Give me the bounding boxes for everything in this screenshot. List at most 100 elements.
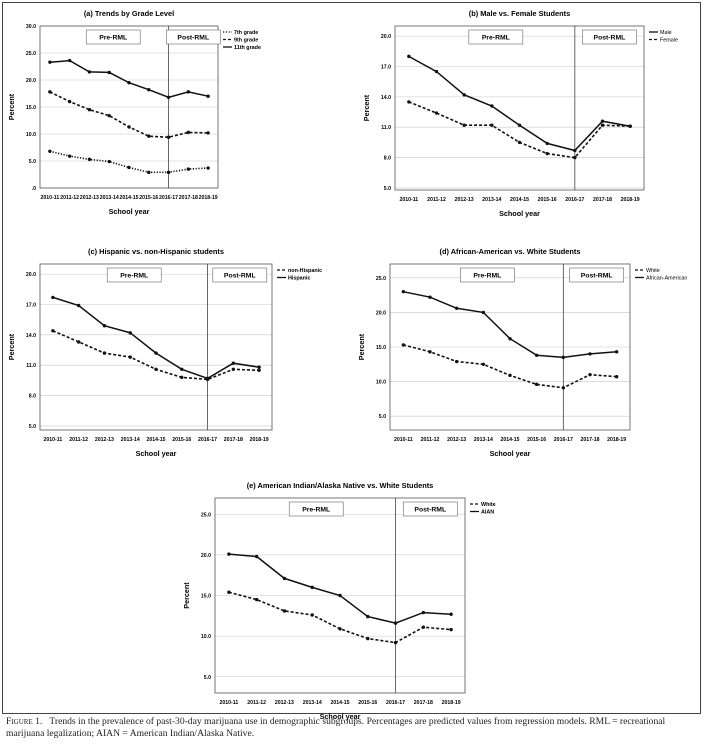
data-point xyxy=(186,90,191,94)
data-point xyxy=(154,351,158,355)
data-point xyxy=(166,170,171,175)
data-point xyxy=(147,88,151,92)
series-line xyxy=(228,553,452,624)
x-tick-label: 2010-11 xyxy=(394,437,413,443)
x-tick-label: 2016-17 xyxy=(554,437,573,443)
plot-frame xyxy=(39,263,273,431)
y-tick-label: 25.0 xyxy=(376,276,386,282)
series-line xyxy=(408,101,631,159)
x-tick-label: 2015-16 xyxy=(139,195,158,201)
chart-title: (c) Hispanic vs. non-Hispanic students xyxy=(88,247,224,256)
x-tick-label: 2010-11 xyxy=(220,700,239,706)
data-point xyxy=(206,131,210,135)
series-line xyxy=(228,591,452,644)
data-point xyxy=(614,350,619,354)
data-point xyxy=(600,119,605,123)
x-tick-label: 2016-17 xyxy=(159,195,178,201)
data-point xyxy=(508,337,512,341)
y-tick-label: 5.0 xyxy=(29,159,36,165)
data-point xyxy=(128,331,132,335)
y-tick-label: 17.0 xyxy=(26,302,36,308)
x-tick-label: 2016-17 xyxy=(386,700,405,706)
data-point xyxy=(393,640,398,645)
y-axis-label: Percent xyxy=(182,582,191,609)
data-point xyxy=(128,355,132,359)
data-point xyxy=(48,60,52,64)
caption-text: Trends in the prevalence of past-30-day … xyxy=(6,716,666,739)
y-tick-label: 5.0 xyxy=(204,675,211,681)
y-axis-label: Percent xyxy=(362,94,371,121)
data-point xyxy=(508,373,512,378)
data-point xyxy=(107,113,111,118)
data-point xyxy=(87,157,92,162)
x-tick-label: 2014-15 xyxy=(146,437,165,443)
series-line xyxy=(408,55,631,152)
figure-frame xyxy=(2,2,701,714)
data-point xyxy=(147,170,151,175)
data-point xyxy=(127,81,131,85)
legend-label: 9th grade xyxy=(234,38,258,44)
y-tick-label: 20.0 xyxy=(26,272,36,278)
x-axis-label: School year xyxy=(320,712,361,721)
y-axis-label: Percent xyxy=(7,333,16,360)
pre-rml-box xyxy=(106,267,162,283)
pre-rml-label: Pre-RML xyxy=(302,507,330,514)
data-point xyxy=(454,306,459,310)
data-point xyxy=(573,155,577,160)
data-point xyxy=(481,362,486,366)
data-point xyxy=(573,148,577,153)
data-point xyxy=(428,350,432,354)
chart-b-male-female: (b) Male vs. Female Students 5.0 8.0 11.0 14… xyxy=(362,9,678,218)
data-point xyxy=(231,361,236,365)
data-point xyxy=(166,135,171,139)
x-tick-label: 2011-12 xyxy=(69,437,88,443)
data-point xyxy=(282,609,287,613)
x-tick-label: 2012-13 xyxy=(80,195,99,201)
y-tick-label: .0 xyxy=(32,186,36,192)
data-point xyxy=(87,108,92,112)
caption-label: Figure 1. xyxy=(6,716,43,727)
x-axis-label: School year xyxy=(499,209,540,218)
x-tick-label: 2013-14 xyxy=(474,437,493,443)
chart-title: (a) Trends by Grade Level xyxy=(84,9,174,18)
data-point xyxy=(51,329,55,333)
plot-frame xyxy=(394,25,645,191)
data-point xyxy=(102,324,107,328)
post-rml-label: Post-RML xyxy=(224,273,256,280)
legend-label: AIAN xyxy=(481,510,494,516)
data-point xyxy=(180,367,184,371)
y-tick-label: 17.0 xyxy=(381,64,391,70)
x-tick-label: 2012-13 xyxy=(447,437,466,443)
y-axis-label: Percent xyxy=(357,333,366,360)
pre-rml-box xyxy=(460,267,515,283)
x-tick-label: 2013-14 xyxy=(100,195,119,201)
chart-title: (d) African-American vs. White Students xyxy=(440,247,581,256)
data-point xyxy=(310,585,314,590)
y-tick-label: 14.0 xyxy=(381,95,391,101)
plot-frame xyxy=(214,497,466,694)
x-tick-label: 2014-15 xyxy=(500,437,519,443)
y-axis-label: Percent xyxy=(7,93,16,120)
legend-label: White xyxy=(481,502,496,508)
data-point xyxy=(449,612,453,616)
chart-c-hispanic: (c) Hispanic vs. non-Hispanic students 5.… xyxy=(7,247,322,458)
data-point xyxy=(127,165,131,170)
data-point xyxy=(614,375,619,379)
x-tick-label: 2010-11 xyxy=(399,197,418,203)
series-line xyxy=(403,290,617,359)
legend-label: Female xyxy=(660,38,678,44)
data-point xyxy=(434,111,439,115)
data-point xyxy=(107,70,111,75)
data-point xyxy=(310,613,314,617)
figure-caption: Figure 1. Trends in the prevalence of pa… xyxy=(6,716,700,740)
data-point xyxy=(428,295,432,299)
data-point xyxy=(227,552,231,556)
x-tick-label: 2012-13 xyxy=(95,437,114,443)
data-point xyxy=(462,123,466,127)
data-point xyxy=(401,289,406,294)
data-point xyxy=(628,124,632,128)
post-rml-box xyxy=(402,501,458,517)
data-point xyxy=(180,375,184,380)
post-rml-box xyxy=(165,29,221,45)
x-tick-label: 2016-17 xyxy=(565,197,584,203)
